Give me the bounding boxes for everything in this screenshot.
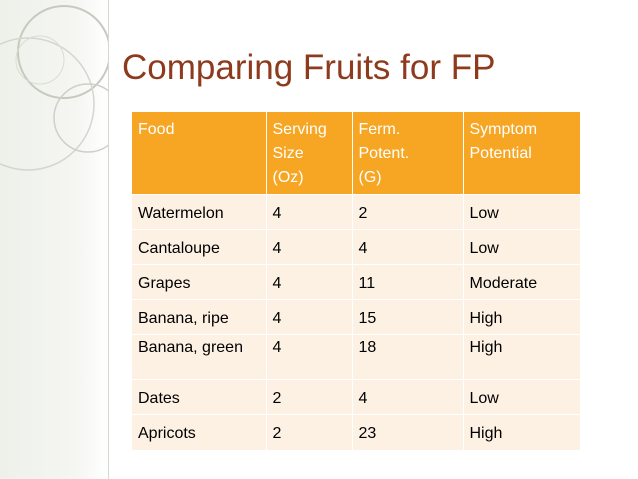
deco-circle-inner (15, 35, 65, 85)
cell-ferm: 18 (352, 334, 464, 380)
cell-ferm: 11 (352, 264, 464, 300)
table-row: Cantaloupe 4 4 Low (132, 229, 580, 265)
header-serving-size: Serving Size (Oz) (266, 112, 353, 195)
deco-circle-large (17, 5, 108, 99)
cell-symptom: Low (463, 229, 580, 265)
cell-food: Cantaloupe (132, 229, 267, 265)
deco-circle-small (53, 83, 108, 153)
deco-circle-outer (0, 37, 95, 171)
header-food: Food (132, 112, 267, 195)
cell-food: Grapes (132, 264, 267, 300)
cell-serving: 4 (266, 229, 353, 265)
cell-serving: 2 (266, 414, 353, 450)
cell-ferm: 15 (352, 299, 464, 335)
cell-food: Dates (132, 379, 267, 415)
table-row: Banana, ripe 4 15 High (132, 299, 580, 335)
cell-ferm: 2 (352, 194, 464, 230)
cell-ferm: 23 (352, 414, 464, 450)
cell-symptom: High (463, 414, 580, 450)
slide-title: Comparing Fruits for FP (122, 48, 496, 87)
cell-serving: 4 (266, 299, 353, 335)
table-row: Grapes 4 11 Moderate (132, 264, 580, 300)
cell-symptom: Low (463, 194, 580, 230)
header-symptom-potential: Symptom Potential (463, 112, 580, 195)
cell-serving: 2 (266, 379, 353, 415)
cell-food: Banana, ripe (132, 299, 267, 335)
cell-symptom: High (463, 334, 580, 380)
table-row: Apricots 2 23 High (132, 414, 580, 450)
cell-symptom: Moderate (463, 264, 580, 300)
cell-food: Watermelon (132, 194, 267, 230)
cell-symptom: Low (463, 379, 580, 415)
cell-symptom: High (463, 299, 580, 335)
table-row: Banana, green 4 18 High (132, 334, 580, 380)
cell-serving: 4 (266, 264, 353, 300)
table-header-row: Food Serving Size (Oz) Ferm. Potent. (G)… (132, 112, 580, 195)
cell-food: Apricots (132, 414, 267, 450)
fruit-comparison-table: Food Serving Size (Oz) Ferm. Potent. (G)… (132, 112, 580, 450)
cell-serving: 4 (266, 334, 353, 380)
vertical-divider (108, 0, 109, 479)
table-row: Watermelon 4 2 Low (132, 194, 580, 230)
cell-serving: 4 (266, 194, 353, 230)
circle-decoration (0, 5, 108, 171)
cell-ferm: 4 (352, 229, 464, 265)
header-ferm-potent: Ferm. Potent. (G) (352, 112, 464, 195)
cell-food: Banana, green (132, 334, 267, 380)
cell-ferm: 4 (352, 379, 464, 415)
table-row: Dates 2 4 Low (132, 379, 580, 415)
